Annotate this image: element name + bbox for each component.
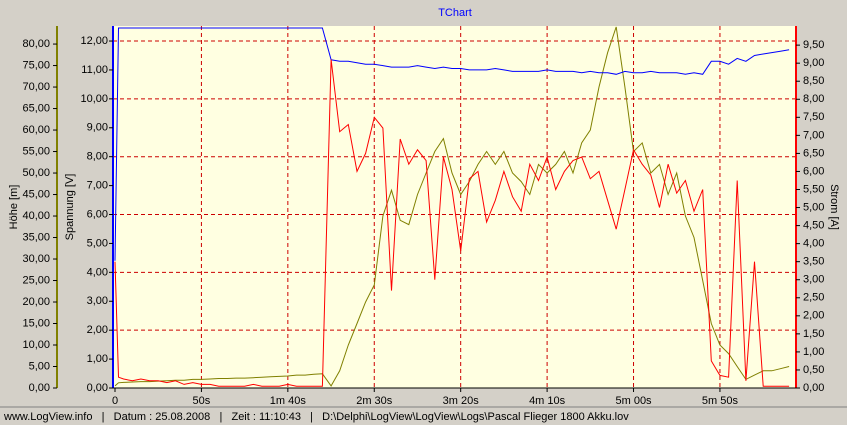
y-tick-label: 45,00 [22,188,50,200]
y-tick-label: 4,00 [803,238,824,250]
x-tick-label: 5m 00s [615,395,652,407]
y-tick-label: 65,00 [22,102,50,114]
y-tick-label: 6,00 [87,208,108,220]
y-tick-label: 55,00 [22,145,50,157]
y-tick-label: 8,00 [87,151,108,163]
y-tick-label: 5,00 [29,360,50,372]
x-tick-label: 4m 10s [529,395,566,407]
x-tick-label: 3m 20s [443,395,480,407]
x-tick-label: 2m 30s [356,395,393,407]
y-tick-label: 0,00 [87,382,108,394]
y-tick-label: 35,00 [22,231,50,243]
y-tick-label: 75,00 [22,59,50,71]
y-tick-label: 20,00 [22,296,50,308]
y-tick-label: 4,50 [803,219,824,231]
y-tick-label: 3,00 [87,295,108,307]
y-tick-label: 7,50 [803,111,824,123]
y-axis-title: Höhe [m] [8,185,20,230]
y-tick-label: 7,00 [803,129,824,141]
y-tick-label: 50,00 [22,167,50,179]
y-tick-label: 60,00 [22,124,50,136]
y-tick-label: 5,00 [803,201,824,213]
y-tick-label: 15,00 [22,317,50,329]
y-tick-label: 0,50 [803,364,824,376]
y-tick-label: 9,00 [803,57,824,69]
y-tick-label: 11,00 [81,64,108,76]
y-tick-label: 0,00 [29,382,50,394]
y-tick-label: 8,00 [803,93,824,105]
y-tick-label: 12,00 [80,35,108,47]
y-tick-label: 25,00 [22,274,50,286]
chart-title: TChart [438,7,472,19]
y-tick-label: 3,00 [803,274,824,286]
y-tick-label: 9,00 [87,122,108,134]
y3-axis-title: Strom [A] [828,184,840,230]
series-line [114,27,790,261]
y-tick-label: 1,00 [87,353,108,365]
x-tick-label: 0 [112,395,118,407]
y-tick-label: 0,00 [803,382,824,394]
y-tick-label: 2,50 [803,292,824,304]
series-line [114,59,790,387]
y-tick-label: 5,00 [87,237,108,249]
y-tick-label: 1,00 [803,346,824,358]
y-tick-label: 2,00 [803,310,824,322]
y-tick-label: 30,00 [22,253,50,265]
y-tick-label: 80,00 [22,38,50,50]
x-tick-label: 1m 40s [270,395,307,407]
y-tick-label: 6,50 [803,147,824,159]
y-tick-label: 7,00 [87,180,108,192]
y2-axis-title: Spannung [V] [64,174,76,241]
y-tick-label: 2,00 [87,324,108,336]
y-tick-label: 40,00 [22,210,50,222]
series-line [114,26,790,387]
status-bar: www.LogView.info | Datum : 25.08.2008 | … [3,411,629,423]
y-tick-label: 4,00 [87,266,108,278]
x-tick-label: 5m 50s [702,395,739,407]
y-tick-label: 10,00 [22,339,50,351]
y-tick-label: 5,50 [803,183,824,195]
y-tick-label: 70,00 [22,81,50,93]
y-tick-label: 6,00 [803,165,824,177]
y-tick-label: 3,50 [803,256,824,268]
y-tick-label: 9,50 [803,39,824,51]
y-tick-label: 1,50 [803,328,824,340]
y-tick-label: 10,00 [80,93,108,105]
x-tick-label: 50s [193,395,211,407]
y-tick-label: 8,50 [803,75,824,87]
